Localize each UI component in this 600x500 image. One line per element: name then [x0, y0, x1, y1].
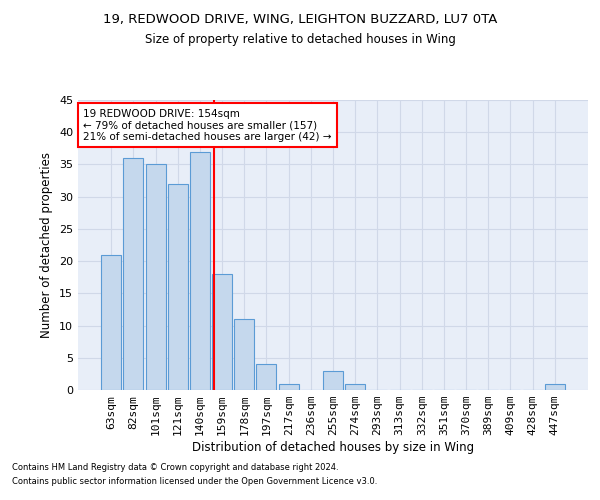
Bar	[323, 370, 343, 390]
Bar	[234, 319, 254, 390]
Bar	[101, 254, 121, 390]
Bar	[124, 158, 143, 390]
Bar	[190, 152, 210, 390]
Text: Contains HM Land Registry data © Crown copyright and database right 2024.: Contains HM Land Registry data © Crown c…	[12, 464, 338, 472]
Bar	[278, 384, 299, 390]
Bar	[146, 164, 166, 390]
Bar	[545, 384, 565, 390]
Text: 19, REDWOOD DRIVE, WING, LEIGHTON BUZZARD, LU7 0TA: 19, REDWOOD DRIVE, WING, LEIGHTON BUZZAR…	[103, 12, 497, 26]
Text: Size of property relative to detached houses in Wing: Size of property relative to detached ho…	[145, 32, 455, 46]
Bar	[256, 364, 277, 390]
Bar	[345, 384, 365, 390]
Y-axis label: Number of detached properties: Number of detached properties	[40, 152, 53, 338]
X-axis label: Distribution of detached houses by size in Wing: Distribution of detached houses by size …	[192, 441, 474, 454]
Text: Contains public sector information licensed under the Open Government Licence v3: Contains public sector information licen…	[12, 477, 377, 486]
Text: 19 REDWOOD DRIVE: 154sqm
← 79% of detached houses are smaller (157)
21% of semi-: 19 REDWOOD DRIVE: 154sqm ← 79% of detach…	[83, 108, 332, 142]
Bar	[212, 274, 232, 390]
Bar	[168, 184, 188, 390]
